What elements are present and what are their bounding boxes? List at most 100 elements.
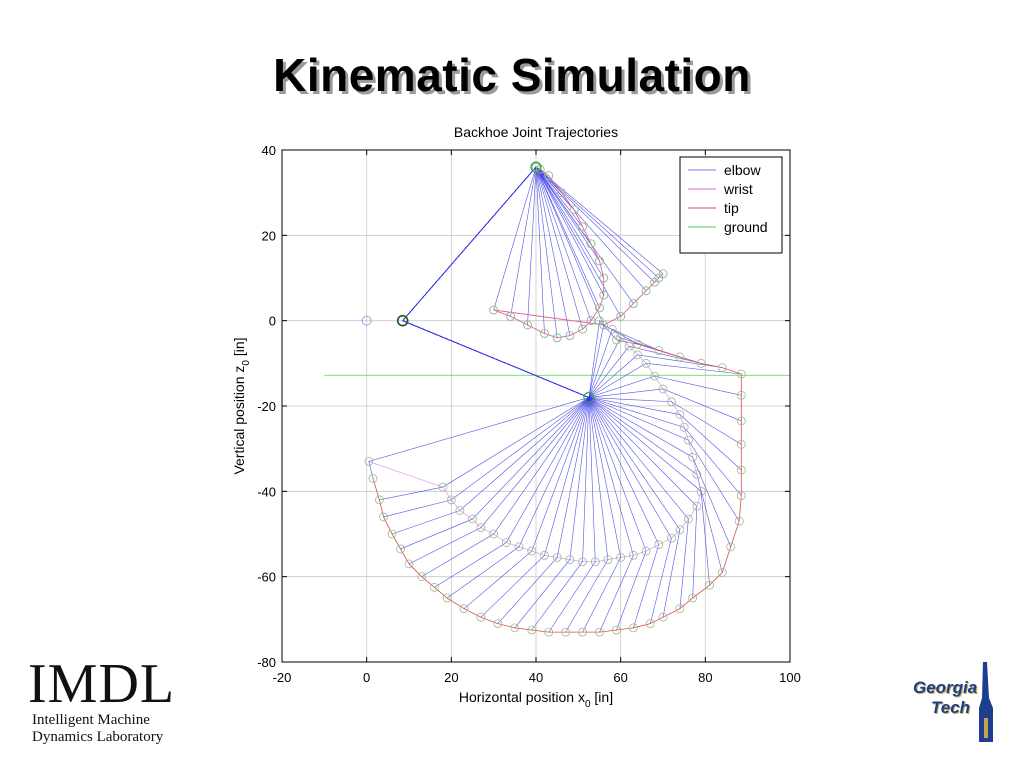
tip-marker (717, 363, 727, 373)
y-tick-label: -60 (257, 570, 276, 585)
linkage-pose (402, 166, 545, 334)
tip-marker (736, 491, 746, 501)
imdl-logo: IMDL Intelligent Machine Dynamics Labora… (28, 656, 175, 746)
linkage-pose (402, 320, 681, 618)
tip-marker (374, 495, 384, 505)
imdl-logo-line2: Dynamics Laboratory (32, 729, 164, 745)
chart-title: Backhoe Joint Trajectories (454, 124, 618, 140)
wrist-marker (628, 550, 638, 560)
linkage-pose (402, 166, 655, 321)
y-tick-label: 40 (262, 143, 276, 158)
wrist-marker (684, 435, 693, 445)
tip-path (372, 339, 742, 633)
wrist-marker (658, 384, 668, 394)
legend-label: wrist (723, 181, 753, 197)
wrist-marker (446, 495, 456, 505)
wrist-marker (624, 341, 634, 351)
tip-marker (734, 516, 744, 526)
tip-marker (675, 352, 685, 362)
tip-marker (459, 604, 469, 614)
tip-marker (552, 333, 562, 343)
x-tick-label: 20 (444, 670, 458, 685)
tip-marker (387, 529, 397, 539)
tip-marker (641, 286, 651, 296)
y-axis-label: Vertical position z0 [in] (231, 337, 252, 474)
base-joint-marker (396, 314, 409, 327)
tip-marker (595, 303, 604, 313)
tip-marker (595, 627, 604, 637)
tip-marker (578, 627, 587, 637)
linkage-pose (402, 166, 664, 321)
wrist-path (493, 166, 664, 339)
wrist-marker (667, 533, 676, 543)
tip-marker (523, 320, 532, 330)
tip-marker (633, 339, 642, 349)
x-tick-label: -20 (273, 670, 292, 685)
wrist-marker (675, 525, 685, 535)
imdl-logo-line1: Intelligent Machine (32, 712, 150, 728)
tip-marker (675, 604, 685, 614)
wrist-marker (641, 546, 651, 556)
tip-marker (368, 474, 378, 483)
tip-marker (561, 627, 571, 637)
wrist-marker (514, 542, 524, 552)
linkage-pose (402, 166, 592, 321)
tip-marker (510, 623, 520, 633)
linkage-pose (368, 320, 590, 479)
tip-marker (736, 369, 746, 379)
linkage-pose (402, 166, 541, 321)
linkage-pose (402, 166, 537, 325)
gt-logo-line1: Georgia (913, 678, 978, 697)
wrist-marker (692, 469, 702, 479)
y-tick-label: 0 (269, 314, 276, 329)
tip-marker (599, 273, 609, 283)
x-tick-label: 100 (779, 670, 801, 685)
wrist-marker (679, 422, 689, 432)
wrist-marker (616, 553, 626, 562)
tip-marker (658, 269, 668, 279)
wrist-marker (684, 514, 693, 524)
wrist-marker (633, 350, 642, 360)
tip-marker (493, 619, 503, 628)
tip-marker (578, 324, 587, 334)
wrist-marker (692, 501, 702, 511)
linkage-pose (379, 320, 590, 501)
wrist-marker (675, 410, 685, 419)
wrist-marker (616, 333, 626, 343)
tip-marker (736, 439, 746, 449)
tip-marker (531, 162, 541, 172)
elbow-marker (583, 391, 595, 404)
tip-marker (654, 346, 664, 355)
trajectory-markers (361, 161, 746, 637)
tip-marker (612, 335, 621, 345)
x-tick-label: 60 (613, 670, 627, 685)
tip-marker (688, 593, 698, 603)
wrist-marker (565, 555, 575, 564)
legend-label: ground (724, 219, 768, 235)
tip-marker (578, 222, 587, 232)
tip-marker (586, 239, 596, 249)
wrist-marker (667, 397, 676, 407)
tip-marker (628, 299, 638, 309)
linkage-pose (402, 166, 583, 330)
linkage-pose (402, 320, 590, 565)
tip-marker (705, 580, 714, 590)
wrist-marker (455, 506, 465, 515)
tip-marker (429, 582, 439, 592)
linkage-pose (402, 319, 617, 398)
linkage-pose (402, 320, 590, 618)
tip-marker (586, 316, 596, 326)
linkage-pose (402, 166, 592, 321)
tip-marker (489, 305, 499, 315)
linkage-pose (402, 166, 558, 338)
wrist-marker (578, 557, 587, 567)
linkage-pose (402, 166, 583, 321)
wrist-marker (603, 555, 613, 564)
x-tick-label: 40 (529, 670, 543, 685)
linkage-pose (402, 320, 723, 398)
linkage-pose (402, 320, 702, 398)
tip-marker (506, 311, 516, 321)
linkage-pose (402, 320, 609, 633)
tip-marker (616, 311, 626, 321)
tip-marker (476, 612, 486, 622)
